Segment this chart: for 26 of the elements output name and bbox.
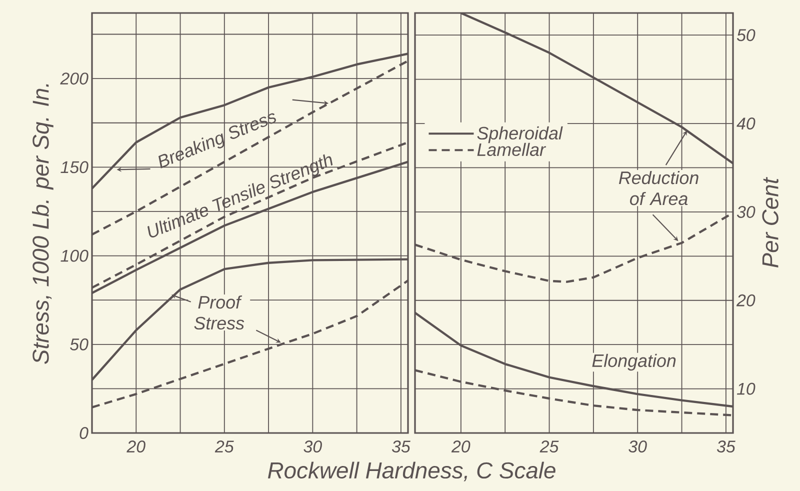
y-tick-label: 100 [60,250,88,262]
y-tick-label: 150 [60,161,88,174]
y-tick-label: 20 [736,294,756,306]
y-axis-title: Per Cent [762,177,778,268]
x-axis-title: Rockwell Hardness, C Scale [268,462,556,482]
annotation: Proof Stress [194,295,244,330]
x-tick-label: 20 [126,440,146,453]
y-tick-label: 10 [736,382,756,395]
annotation: Elongation [592,354,676,371]
y-tick-label: 40 [736,118,756,130]
x-tick-label: 35 [716,440,736,453]
y-axis-title: Stress, 1000 Lb. per Sq. In. [32,84,54,364]
x-tick-label: 30 [304,440,322,453]
x-tick-label: 35 [392,440,410,453]
legend-label: Spheroidal [477,126,563,144]
annotation: Reduction of Area [618,171,698,206]
y-tick-label: 200 [60,72,88,85]
y-tick-label: 30 [736,206,756,218]
legend-label: Lamellar [477,142,546,156]
x-tick-label: 25 [540,440,559,453]
x-tick-label: 30 [628,440,647,453]
x-tick-label: 20 [451,440,470,453]
y-tick-label: 50 [70,338,88,350]
y-tick-label: 0 [80,427,88,439]
y-tick-label: 50 [736,29,756,42]
x-tick-label: 25 [214,440,234,453]
